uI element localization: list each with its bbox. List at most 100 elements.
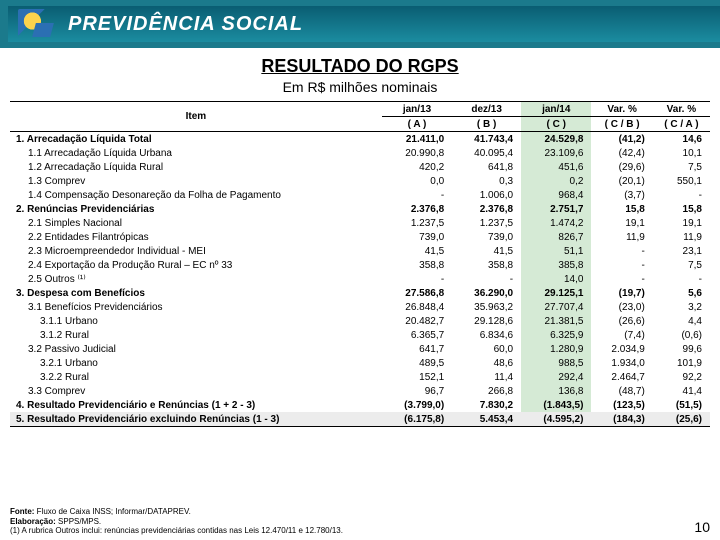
row-value: 641,7 [382,342,452,356]
row-value: - [591,244,652,258]
row-value: 358,8 [452,258,521,272]
row-value: 1.006,0 [452,188,521,202]
row-value: (25,6) [653,412,710,427]
row-value: (51,5) [653,398,710,412]
table-row: 3.3 Comprev96,7266,8136,8(48,7)41,4 [10,384,710,398]
table-row: 1.3 Comprev0,00,30,2(20,1)550,1 [10,174,710,188]
table-row: 5. Resultado Previdenciário excluindo Re… [10,412,710,427]
row-value: 5,6 [653,286,710,300]
row-value: 2.034,9 [591,342,652,356]
row-value: 26.848,4 [382,300,452,314]
brand-text: PREVIDÊNCIA SOCIAL [68,13,303,36]
row-label: 2.3 Microempreendedor Individual - MEI [10,244,382,258]
row-value: 41,5 [382,244,452,258]
row-value: 641,8 [452,160,521,174]
row-value: - [591,258,652,272]
row-value: 4,4 [653,314,710,328]
row-value: 0,3 [452,174,521,188]
col-c: ( C ) [521,117,591,132]
row-value: 14,6 [653,132,710,147]
row-value: 739,0 [382,230,452,244]
table-row: 3.2 Passivo Judicial641,760,01.280,92.03… [10,342,710,356]
row-label: 2.4 Exportação da Produção Rural – EC nº… [10,258,382,272]
row-value: 1.237,5 [452,216,521,230]
row-value: 10,1 [653,146,710,160]
row-value: - [591,272,652,286]
row-label: 1.3 Comprev [10,174,382,188]
table-row: 3. Despesa com Benefícios27.586,836.290,… [10,286,710,300]
row-label: 3.2.1 Urbano [10,356,382,370]
row-value: 35.963,2 [452,300,521,314]
row-value: - [382,188,452,202]
footer-notes: Fonte: Fluxo de Caixa INSS; Informar/DAT… [10,507,343,536]
header-inner: PREVIDÊNCIA SOCIAL [8,6,720,42]
row-label: 3.1 Benefícios Previdenciários [10,300,382,314]
row-value: 968,4 [521,188,591,202]
row-value: 2.376,8 [452,202,521,216]
row-value: 292,4 [521,370,591,384]
row-value: 20.990,8 [382,146,452,160]
row-value: 15,8 [591,202,652,216]
row-value: 41,5 [452,244,521,258]
page-number: 10 [694,519,710,536]
row-value: 451,6 [521,160,591,174]
row-value: 99,6 [653,342,710,356]
row-value: 489,5 [382,356,452,370]
col-var1: Var. % [591,102,652,117]
row-value: (42,4) [591,146,652,160]
row-value: 6.325,9 [521,328,591,342]
row-value: - [653,272,710,286]
row-value: 6.834,6 [452,328,521,342]
row-value: (48,7) [591,384,652,398]
row-value: 1.474,2 [521,216,591,230]
row-label: 1.1 Arrecadação Líquida Urbana [10,146,382,160]
row-value: (3,7) [591,188,652,202]
elab-text: SPPS/MPS. [58,517,101,526]
row-value: (184,3) [591,412,652,427]
row-value: 420,2 [382,160,452,174]
row-value: 11,9 [653,230,710,244]
row-value: 5.453,4 [452,412,521,427]
row-value: (4.595,2) [521,412,591,427]
row-label: 4. Resultado Previdenciário e Renúncias … [10,398,382,412]
row-value: 385,8 [521,258,591,272]
row-value: 96,7 [382,384,452,398]
row-value: 266,8 [452,384,521,398]
table-row: 2.4 Exportação da Produção Rural – EC nº… [10,258,710,272]
row-value: (23,0) [591,300,652,314]
row-value: (20,1) [591,174,652,188]
table-row: 1.1 Arrecadação Líquida Urbana20.990,840… [10,146,710,160]
row-value: 1.280,9 [521,342,591,356]
row-value: 23.109,6 [521,146,591,160]
row-value: 19,1 [653,216,710,230]
row-value: 2.464,7 [591,370,652,384]
row-label: 2.5 Outros ⁽¹⁾ [10,272,382,286]
row-value: (7,4) [591,328,652,342]
row-value: (41,2) [591,132,652,147]
row-value: (123,5) [591,398,652,412]
row-value: (26,6) [591,314,652,328]
col-ca: ( C / A ) [653,117,710,132]
row-value: 24.529,8 [521,132,591,147]
row-label: 3.1.2 Rural [10,328,382,342]
row-value: - [452,272,521,286]
col-dez13: dez/13 [452,102,521,117]
row-value: (6.175,8) [382,412,452,427]
row-value: 92,2 [653,370,710,384]
row-label: 2.2 Entidades Filantrópicas [10,230,382,244]
header-bar: PREVIDÊNCIA SOCIAL [0,0,720,48]
table-row: 1. Arrecadação Líquida Total21.411,041.7… [10,132,710,147]
col-var2: Var. % [653,102,710,117]
row-value: (29,6) [591,160,652,174]
table-row: 3.1.2 Rural6.365,76.834,66.325,9(7,4)(0,… [10,328,710,342]
row-value: 7.830,2 [452,398,521,412]
row-value: 0,0 [382,174,452,188]
row-label: 1.2 Arrecadação Líquida Rural [10,160,382,174]
row-value: 826,7 [521,230,591,244]
col-item: Item [10,102,382,132]
row-value: 21.381,5 [521,314,591,328]
row-value: 11,4 [452,370,521,384]
page-title: RESULTADO DO RGPS [0,56,720,77]
row-value: (19,7) [591,286,652,300]
row-value: 29.128,6 [452,314,521,328]
